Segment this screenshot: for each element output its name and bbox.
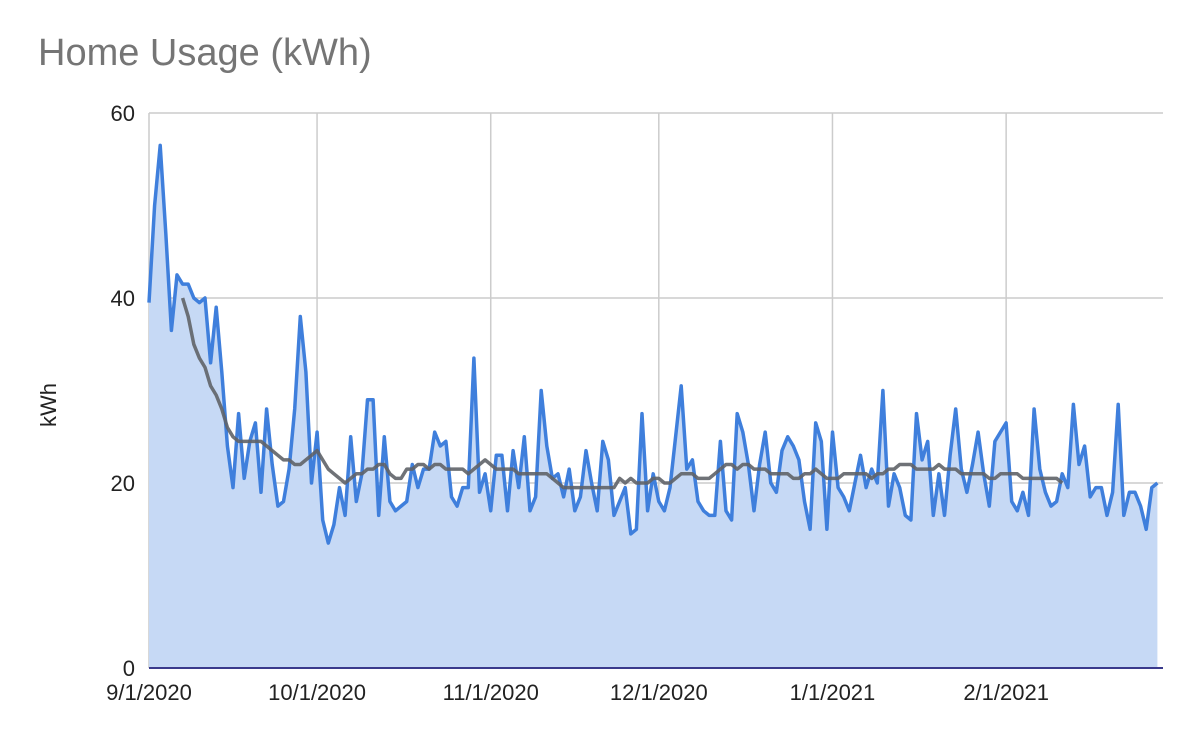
x-tick-label-3: 12/1/2020 (610, 680, 708, 705)
x-axis-ticks: 9/1/2020 10/1/2020 11/1/2020 12/1/2020 1/1/2… (106, 680, 1049, 705)
y-tick-label-40: 40 (111, 286, 135, 311)
y-tick-label-20: 20 (111, 471, 135, 496)
daily-usage-line (147, 143, 1159, 545)
moving-average-line (180, 297, 1064, 490)
y-tick-label-60: 60 (111, 101, 135, 126)
x-tick-label-0: 9/1/2020 (106, 680, 192, 705)
y-axis-title: kWh (36, 383, 61, 427)
y-axis-ticks: 0 20 40 60 (111, 101, 135, 681)
y-tick-label-0: 0 (123, 656, 135, 681)
x-tick-label-5: 2/1/2021 (963, 680, 1049, 705)
usage-area-fill (149, 145, 1158, 668)
x-tick-label-2: 11/1/2020 (443, 680, 539, 705)
x-tick-label-1: 10/1/2020 (268, 680, 366, 705)
x-tick-label-4: 1/1/2021 (790, 680, 876, 705)
chart-title: Home Usage (kWh) (38, 32, 372, 74)
